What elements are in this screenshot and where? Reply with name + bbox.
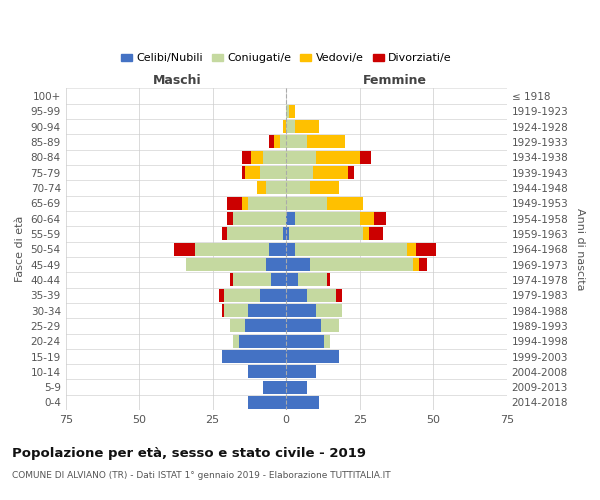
Bar — [286, 151, 316, 164]
Text: Femmine: Femmine — [363, 74, 427, 86]
Bar — [248, 197, 286, 210]
Legend: Celibi/Nubili, Coniugati/e, Vedovi/e, Divorziati/e: Celibi/Nubili, Coniugati/e, Vedovi/e, Di… — [116, 49, 456, 68]
Bar — [407, 242, 416, 256]
Bar — [328, 197, 362, 210]
Bar — [286, 366, 316, 378]
Bar — [289, 228, 362, 240]
Bar — [283, 228, 286, 240]
Bar — [248, 396, 286, 409]
Bar — [248, 304, 286, 317]
Bar — [336, 288, 342, 302]
Bar — [227, 212, 233, 225]
Y-axis label: Anni di nascita: Anni di nascita — [575, 208, 585, 290]
Bar — [260, 166, 286, 179]
Bar — [286, 304, 316, 317]
Bar — [271, 274, 286, 286]
Bar — [313, 166, 348, 179]
Bar — [419, 258, 427, 271]
Bar — [368, 228, 383, 240]
Bar — [295, 120, 319, 133]
Bar — [286, 120, 295, 133]
Bar — [298, 274, 328, 286]
Bar — [286, 197, 328, 210]
Y-axis label: Fasce di età: Fasce di età — [15, 216, 25, 282]
Bar — [286, 166, 313, 179]
Bar — [227, 197, 242, 210]
Bar — [286, 396, 319, 409]
Bar — [175, 242, 195, 256]
Bar — [286, 212, 295, 225]
Bar — [269, 242, 286, 256]
Text: COMUNE DI ALVIANO (TR) - Dati ISTAT 1° gennaio 2019 - Elaborazione TUTTITALIA.IT: COMUNE DI ALVIANO (TR) - Dati ISTAT 1° g… — [12, 470, 391, 480]
Bar — [242, 151, 251, 164]
Bar — [325, 334, 331, 347]
Text: Popolazione per età, sesso e stato civile - 2019: Popolazione per età, sesso e stato civil… — [12, 448, 366, 460]
Bar — [286, 105, 289, 118]
Bar — [413, 258, 419, 271]
Bar — [286, 380, 307, 394]
Bar — [286, 288, 307, 302]
Bar — [316, 304, 342, 317]
Bar — [260, 288, 286, 302]
Bar — [286, 320, 322, 332]
Bar — [233, 212, 286, 225]
Bar — [257, 182, 266, 194]
Bar — [230, 274, 233, 286]
Bar — [224, 288, 260, 302]
Bar — [242, 197, 248, 210]
Bar — [195, 242, 269, 256]
Bar — [233, 274, 271, 286]
Bar — [289, 105, 295, 118]
Bar — [348, 166, 354, 179]
Bar — [286, 136, 307, 148]
Text: Maschi: Maschi — [153, 74, 202, 86]
Bar — [286, 274, 298, 286]
Bar — [310, 258, 413, 271]
Bar — [280, 136, 286, 148]
Bar — [221, 304, 224, 317]
Bar — [286, 258, 310, 271]
Bar — [245, 166, 260, 179]
Bar — [221, 350, 286, 363]
Bar — [310, 182, 339, 194]
Bar — [322, 320, 339, 332]
Bar — [266, 182, 286, 194]
Bar — [283, 120, 286, 133]
Bar — [286, 334, 325, 347]
Bar — [316, 151, 360, 164]
Bar — [295, 242, 407, 256]
Bar — [263, 380, 286, 394]
Bar — [233, 334, 239, 347]
Bar — [266, 258, 286, 271]
Bar — [416, 242, 436, 256]
Bar — [307, 136, 345, 148]
Bar — [242, 166, 245, 179]
Bar — [230, 320, 245, 332]
Bar — [360, 151, 371, 164]
Bar — [374, 212, 386, 225]
Bar — [286, 242, 295, 256]
Bar — [362, 228, 368, 240]
Bar — [307, 288, 336, 302]
Bar — [251, 151, 263, 164]
Bar — [263, 151, 286, 164]
Bar — [328, 274, 331, 286]
Bar — [224, 304, 248, 317]
Bar — [218, 288, 224, 302]
Bar — [269, 136, 274, 148]
Bar — [360, 212, 374, 225]
Bar — [286, 350, 339, 363]
Bar — [227, 228, 283, 240]
Bar — [221, 228, 227, 240]
Bar — [186, 258, 266, 271]
Bar — [274, 136, 280, 148]
Bar — [245, 320, 286, 332]
Bar — [248, 366, 286, 378]
Bar — [239, 334, 286, 347]
Bar — [286, 182, 310, 194]
Bar — [286, 228, 289, 240]
Bar — [295, 212, 360, 225]
